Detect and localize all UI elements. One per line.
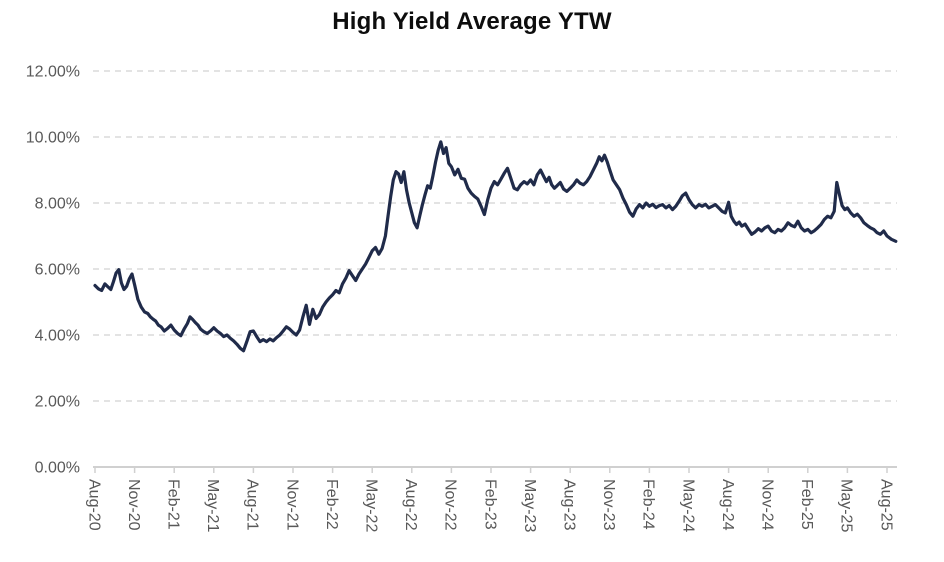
x-axis-label: Nov-23: [600, 479, 617, 531]
x-axis-label: Nov-24: [758, 479, 775, 531]
y-axis-label: 2.00%: [35, 394, 80, 411]
x-axis-label: Feb-24: [640, 479, 657, 530]
y-axis-label: 10.00%: [26, 130, 80, 147]
x-axis-label: Aug-22: [402, 479, 419, 531]
x-axis-label: May-23: [521, 479, 538, 532]
x-axis-label: May-21: [204, 479, 221, 532]
y-axis-label: 6.00%: [35, 262, 80, 279]
x-axis-label: Aug-20: [85, 479, 102, 531]
y-axis-label: 0.00%: [35, 460, 80, 477]
x-axis-label: Feb-21: [164, 479, 181, 530]
yield-line-series: [93, 140, 898, 353]
x-axis-label: Aug-24: [719, 479, 736, 531]
x-axis-label: Aug-23: [560, 479, 577, 531]
y-axis-label: 4.00%: [35, 328, 80, 345]
x-axis-label: Feb-23: [481, 479, 498, 530]
gridlines: [93, 70, 897, 402]
x-axis-label: May-22: [362, 479, 379, 532]
x-axis-label: Feb-25: [798, 479, 815, 530]
x-axis-labels: Aug-20 Nov-20 Feb-21 May-21 Aug-21 Nov-21 Feb-…: [85, 479, 894, 532]
x-axis-label: Aug-25: [877, 479, 894, 531]
x-axis-label: Nov-20: [125, 479, 142, 531]
x-axis-label: Nov-21: [283, 479, 300, 531]
x-axis-label: Aug-21: [244, 479, 261, 531]
y-axis-labels: 0.00% 2.00% 4.00% 6.00% 8.00% 10.00% 12.00%: [26, 64, 80, 477]
y-axis-label: 8.00%: [35, 196, 80, 213]
x-axis-ticks: [94, 467, 888, 473]
chart-title: High Yield Average YTW: [332, 8, 612, 35]
x-axis-label: Feb-22: [323, 479, 340, 530]
x-axis-label: May-25: [838, 479, 855, 532]
y-axis-label: 12.00%: [26, 64, 80, 81]
x-axis-label: May-24: [679, 479, 696, 532]
x-axis-label: Nov-22: [442, 479, 459, 531]
